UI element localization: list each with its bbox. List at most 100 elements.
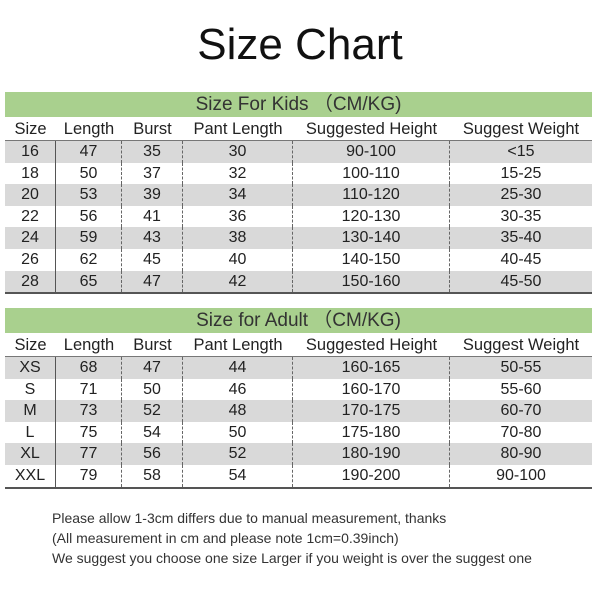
table-cell: 20 — [5, 184, 56, 206]
table-cell: 120-130 — [293, 205, 450, 228]
table-cell: 50 — [183, 421, 293, 444]
table-cell: 71 — [56, 378, 122, 401]
table-cell: 79 — [56, 464, 122, 487]
table-row: 26 62 45 40 140-150 40-45 — [5, 248, 592, 271]
table-cell: XXL — [5, 464, 56, 487]
table-row: 18 50 37 32 100-110 15-25 — [5, 162, 592, 185]
table-cell: 43 — [122, 227, 183, 249]
table-cell: 32 — [183, 162, 293, 185]
column-header: Burst — [133, 120, 172, 138]
table-cell: 58 — [122, 464, 183, 487]
table-cell: 50 — [56, 162, 122, 185]
table-cell: 26 — [5, 248, 56, 271]
table-cell: 56 — [56, 205, 122, 228]
table-cell: 65 — [56, 270, 122, 293]
table-cell: 80-90 — [500, 445, 542, 463]
table-cell: L — [5, 421, 56, 444]
table-cell: 77 — [56, 443, 122, 465]
table-cell: 60-70 — [500, 402, 542, 420]
table-cell: 42 — [183, 270, 293, 293]
table-cell: 55-60 — [500, 380, 542, 398]
column-header: Size — [14, 336, 47, 354]
table-cell: 40-45 — [500, 250, 542, 268]
table-cell: 16 — [5, 141, 56, 163]
table-cell: 50-55 — [500, 359, 542, 376]
table-cell: 53 — [56, 184, 122, 206]
table-row: XL 77 56 52 180-190 80-90 — [5, 443, 592, 465]
table-cell: 18 — [5, 162, 56, 185]
table-cell: 54 — [122, 421, 183, 444]
column-header: Pant Length — [193, 336, 283, 354]
table-cell: 52 — [122, 400, 183, 422]
table-cell: 45-50 — [500, 272, 542, 290]
column-header: Burst — [133, 336, 172, 354]
table-cell: 130-140 — [293, 227, 450, 249]
table-row: 28 65 47 42 150-160 45-50 — [5, 270, 592, 295]
note-line: We suggest you choose one size Larger if… — [52, 550, 532, 566]
table-cell: 175-180 — [293, 421, 450, 444]
kids-table-heading: Size For Kids （CM/KG) — [5, 92, 592, 117]
table-cell: 54 — [183, 464, 293, 487]
table-cell: 170-175 — [293, 400, 450, 422]
table-cell: 160-170 — [293, 378, 450, 401]
table-cell: 48 — [183, 400, 293, 422]
table-cell: 56 — [122, 443, 183, 465]
table-cell: M — [5, 400, 56, 422]
table-cell: 37 — [122, 162, 183, 185]
table-cell: 100-110 — [293, 162, 450, 185]
table-cell: <15 — [507, 143, 535, 160]
table-cell: XS — [5, 357, 56, 379]
table-cell: 110-120 — [293, 184, 450, 206]
table-cell: 28 — [5, 270, 56, 293]
table-cell: 75 — [56, 421, 122, 444]
column-header: Length — [63, 336, 115, 354]
column-header: Length — [63, 120, 115, 138]
notes: Please allow 1-3cm differs due to manual… — [52, 508, 532, 568]
table-row: S 71 50 46 160-170 55-60 — [5, 378, 592, 401]
table-cell: 90-100 — [293, 141, 450, 163]
table-row: 22 56 41 36 120-130 30-35 — [5, 205, 592, 228]
table-cell: 50 — [122, 378, 183, 401]
column-header: Suggest Weight — [462, 336, 580, 354]
table-cell: 47 — [122, 357, 183, 379]
table-cell: 46 — [183, 378, 293, 401]
note-line: Please allow 1-3cm differs due to manual… — [52, 510, 447, 526]
table-cell: 90-100 — [496, 466, 546, 484]
table-cell: 30 — [183, 141, 293, 163]
table-cell: 40 — [183, 248, 293, 271]
table-cell: 34 — [183, 184, 293, 206]
table-cell: 47 — [56, 141, 122, 163]
table-row: L 75 54 50 175-180 70-80 — [5, 421, 592, 444]
table-cell: 140-150 — [293, 248, 450, 271]
adult-size-table: Size for Adult （CM/KG) Size Length Burst Pa… — [5, 308, 592, 489]
table-cell: 150-160 — [293, 270, 450, 293]
column-header: Suggested Height — [305, 336, 438, 354]
table-cell: XL — [5, 443, 56, 465]
table-cell: 30-35 — [500, 207, 542, 225]
table-row: 20 53 39 34 110-120 25-30 — [5, 184, 592, 206]
table-cell: 68 — [56, 357, 122, 379]
table-cell: 25-30 — [500, 186, 542, 204]
table-cell: 39 — [122, 184, 183, 206]
table-cell: 47 — [122, 270, 183, 293]
column-header: Size — [14, 120, 47, 138]
table-cell: 15-25 — [500, 164, 542, 182]
table-row: XS 68 47 44 160-165 50-55 — [5, 357, 592, 379]
table-cell: 24 — [5, 227, 56, 249]
kids-size-table: Size For Kids （CM/KG) Size Length Burst Pan… — [5, 92, 592, 295]
table-cell: 62 — [56, 248, 122, 271]
column-header: Suggest Weight — [462, 120, 580, 138]
table-cell: 41 — [122, 205, 183, 228]
table-cell: 44 — [183, 357, 293, 379]
table-cell: 59 — [56, 227, 122, 249]
column-header: Pant Length — [193, 120, 283, 138]
table-row: XXL 79 58 54 190-200 90-100 — [5, 464, 592, 489]
table-cell: 22 — [5, 205, 56, 228]
table-cell: 35 — [122, 141, 183, 163]
page-title: Size Chart — [197, 20, 403, 69]
table-row: 24 59 43 38 130-140 35-40 — [5, 227, 592, 249]
table-cell: 45 — [122, 248, 183, 271]
table-cell: 160-165 — [293, 357, 450, 379]
header-row: Size Length Burst Pant Length Suggested Heig… — [5, 117, 592, 141]
table-cell: 180-190 — [293, 443, 450, 465]
